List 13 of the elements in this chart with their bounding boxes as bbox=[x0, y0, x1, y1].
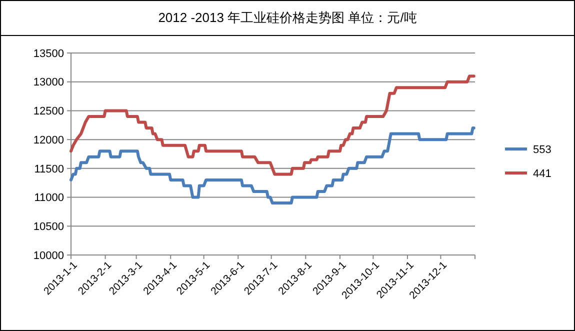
legend-label: 553 bbox=[533, 144, 552, 156]
y-tick-label: 12000 bbox=[33, 134, 64, 146]
y-tick-label: 13000 bbox=[33, 76, 64, 89]
legend-label: 441 bbox=[533, 168, 552, 180]
y-tick-label: 10000 bbox=[33, 250, 64, 262]
line-series bbox=[70, 74, 476, 176]
y-tick-label: 13500 bbox=[33, 48, 64, 60]
line-series bbox=[70, 126, 476, 205]
chart-title: 2012 -2013 年工业硅价格走势图 单位：元/吨 bbox=[158, 10, 417, 25]
y-tick-label: 12500 bbox=[33, 106, 64, 118]
y-tick-label: 11000 bbox=[34, 192, 64, 204]
y-tick-label: 10500 bbox=[33, 220, 64, 233]
y-tick-label: 11500 bbox=[34, 163, 64, 176]
